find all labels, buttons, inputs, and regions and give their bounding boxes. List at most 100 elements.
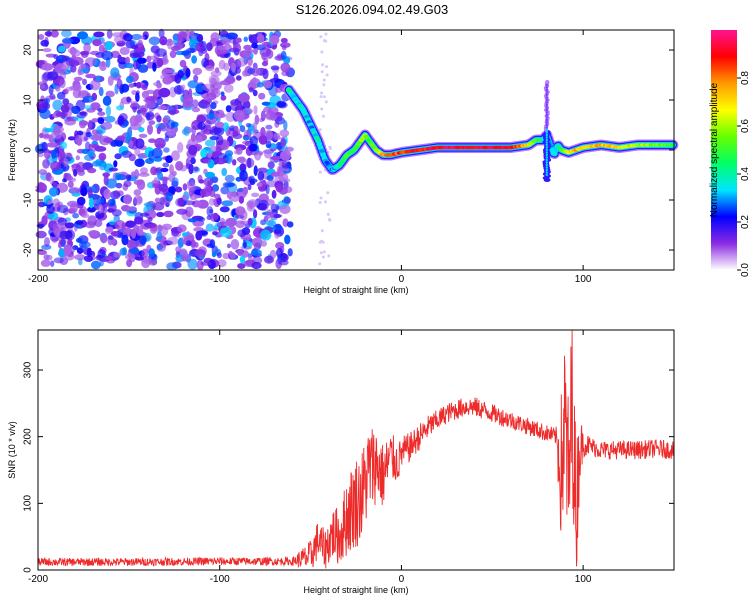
spike-core xyxy=(545,136,548,139)
noise-blob xyxy=(134,158,145,167)
noise-blob xyxy=(177,224,187,233)
noise-blob xyxy=(200,98,212,105)
spectrogram-y-axis-label: Frequency (Hz) xyxy=(7,119,17,181)
noise-blob xyxy=(42,134,53,139)
noise-blob xyxy=(280,136,286,148)
noise-blob xyxy=(154,137,166,149)
noise-blob xyxy=(158,28,165,39)
noise-blob xyxy=(241,227,251,235)
noise-blob xyxy=(117,115,125,126)
spike-core xyxy=(545,131,548,134)
noise-blob xyxy=(221,167,228,177)
noise-blob xyxy=(92,57,98,66)
noise-blob xyxy=(206,42,213,52)
noise-blob xyxy=(77,68,82,76)
noise-blob xyxy=(100,197,105,204)
noise-blob xyxy=(261,52,267,61)
noise-blob xyxy=(182,183,188,191)
noise-blob xyxy=(42,102,51,110)
noise-blob xyxy=(111,32,124,38)
noise-blob xyxy=(175,246,182,253)
noise-blob xyxy=(200,261,212,266)
noise-blob xyxy=(83,95,95,103)
noise-blob xyxy=(143,202,155,207)
snr-y-ticks: 0 100 200 300 xyxy=(23,361,674,573)
noise-blob xyxy=(148,248,155,258)
noise-blob xyxy=(190,157,196,165)
noise-blob xyxy=(130,44,139,50)
noise-blob xyxy=(247,56,253,67)
noise-blob xyxy=(185,206,194,218)
noise-blob xyxy=(41,63,54,71)
noise-blob xyxy=(49,93,56,100)
noise-blob xyxy=(62,37,74,44)
spectrogram-y-tick-label: -10 xyxy=(23,192,34,207)
noise-blob xyxy=(88,143,93,150)
noise-blob xyxy=(123,63,135,69)
noise-blob xyxy=(189,38,199,44)
noise-blob xyxy=(99,260,104,267)
noise-blob xyxy=(220,226,232,238)
noise-blob xyxy=(280,50,287,60)
noise-blob xyxy=(281,44,287,51)
noise-blob xyxy=(251,192,260,198)
noise-blob xyxy=(101,50,114,61)
spike-core xyxy=(545,83,548,87)
noise-blob xyxy=(75,99,86,111)
noise-blob xyxy=(239,125,246,133)
noise-blob xyxy=(119,247,127,256)
noise-blob xyxy=(145,111,155,121)
noise-blob xyxy=(256,82,264,88)
noise-blob xyxy=(107,75,114,86)
noise-blob xyxy=(159,240,167,248)
noise-blob xyxy=(242,136,251,141)
noise-blob xyxy=(54,63,67,73)
noise-blob xyxy=(221,200,233,207)
noise-dot xyxy=(318,240,322,244)
noise-blob xyxy=(155,48,167,57)
noise-blob xyxy=(253,105,258,115)
noise-blob xyxy=(64,118,76,126)
noise-blob xyxy=(39,108,51,119)
noise-blob xyxy=(126,75,134,84)
noise-blob xyxy=(112,252,122,258)
noise-blob xyxy=(270,136,282,141)
noise-blob xyxy=(192,67,203,76)
noise-blob xyxy=(35,143,46,154)
noise-blob xyxy=(263,41,272,52)
noise-blob xyxy=(179,59,187,68)
noise-blob xyxy=(102,172,110,178)
spike-core xyxy=(545,158,548,162)
spectrogram-y-tick-label: 0 xyxy=(23,147,34,153)
noise-blob xyxy=(102,205,108,215)
noise-blob xyxy=(107,198,116,207)
noise-blob xyxy=(247,184,252,191)
noise-dot xyxy=(322,78,326,82)
noise-blob xyxy=(249,180,256,185)
noise-blob xyxy=(252,89,258,97)
noise-blob xyxy=(82,78,87,86)
noise-blob xyxy=(166,237,179,245)
noise-blob xyxy=(76,130,84,136)
spike-core xyxy=(545,146,548,149)
snr-x-tick-label: 100 xyxy=(575,574,592,585)
noise-blob xyxy=(257,171,265,181)
noise-blob xyxy=(103,188,111,200)
noise-blob xyxy=(157,171,164,181)
noise-dot xyxy=(319,35,323,39)
noise-blob xyxy=(96,129,103,134)
noise-dot xyxy=(321,63,324,67)
noise-blob xyxy=(158,87,171,98)
noise-blob xyxy=(58,78,66,89)
spike-core xyxy=(545,138,548,142)
figure-title: S126.2026.094.02.49.G03 xyxy=(296,2,449,17)
noise-blob xyxy=(265,124,273,130)
noise-blob xyxy=(271,189,277,199)
snr-x-tick-label: -100 xyxy=(210,574,230,585)
noise-blob xyxy=(163,210,174,218)
noise-blob xyxy=(274,116,285,125)
noise-blob xyxy=(216,221,228,229)
noise-blob xyxy=(53,228,61,237)
noise-blob xyxy=(181,50,190,56)
noise-blob xyxy=(153,82,162,87)
